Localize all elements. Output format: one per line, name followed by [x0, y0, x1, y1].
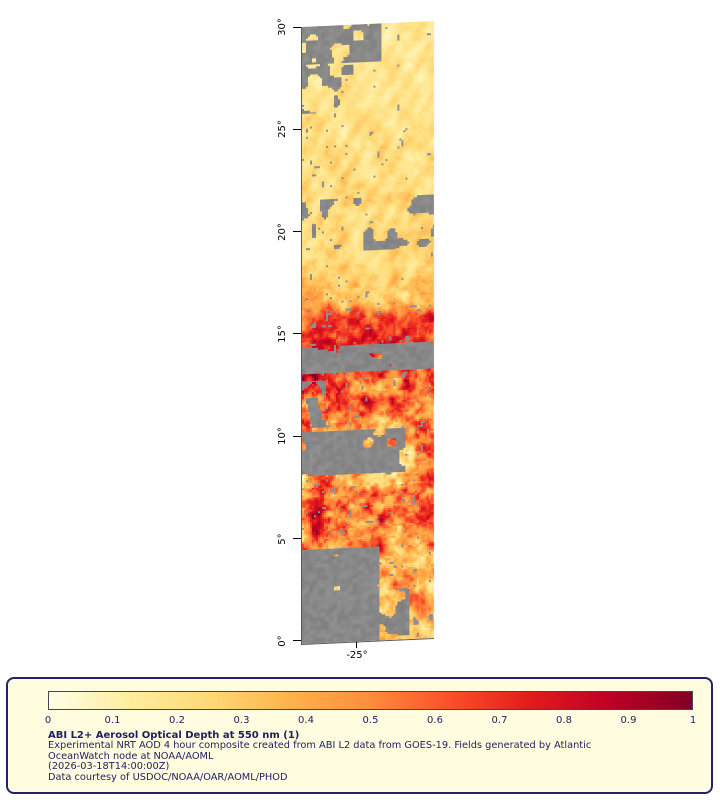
- aod-raster: [302, 20, 434, 644]
- aod-map: [301, 20, 434, 645]
- colorbar-tick-label: 0.7: [491, 715, 508, 726]
- caption-line: OceanWatch node at NOAA/AOML: [48, 750, 214, 762]
- y-tick-mark: [293, 231, 301, 233]
- y-tick-mark: [293, 435, 301, 437]
- y-tick-label: 20°: [276, 222, 288, 241]
- y-tick-mark: [293, 128, 301, 130]
- x-tick-mark: [356, 642, 357, 648]
- caption: ABI L2+ Aerosol Optical Depth at 550 nm …: [48, 730, 591, 783]
- colorbar-tick-label: 0.5: [362, 715, 379, 726]
- colorbar-tick-label: 0.3: [233, 715, 250, 726]
- colorbar-tick-label: 0.2: [169, 715, 185, 726]
- y-tick-label: 30°: [276, 18, 288, 36]
- colorbar-tick-label: 0.4: [298, 715, 314, 726]
- y-tick-label: 5°: [276, 532, 288, 545]
- caption-title: ABI L2+ Aerosol Optical Depth at 550 nm …: [48, 730, 300, 741]
- colorbar-tick-label: 1: [689, 715, 697, 726]
- y-tick-mark: [293, 538, 301, 539]
- caption-line: (2026-03-18T14:00:00Z): [48, 761, 170, 773]
- y-tick-mark: [293, 333, 301, 335]
- colorbar-tick-label: 0.8: [556, 715, 572, 726]
- colorbar-tick-label: 0: [44, 715, 52, 726]
- y-tick-label: 0°: [276, 635, 288, 647]
- y-tick-mark: [293, 640, 301, 642]
- colorbar: [48, 691, 693, 710]
- x-tick-label: -25°: [346, 650, 368, 661]
- y-tick-label: 15°: [276, 325, 288, 343]
- colorbar-tick-label: 0.1: [104, 715, 121, 726]
- colorbar-tick-label: 0.9: [620, 715, 637, 726]
- legend-panel: 0 0.1 0.2 0.3 0.4 0.5 0.6 0.7 0.8 0.9 1 ABI L2+ Ae…: [6, 677, 713, 794]
- y-tick-mark: [293, 26, 301, 28]
- y-tick-label: 25°: [276, 120, 288, 139]
- caption-line: Experimental NRT AOD 4 hour composite cr…: [48, 740, 592, 751]
- colorbar-tick-label: 0.6: [427, 715, 443, 726]
- caption-line: Data courtesy of USDOC/NOAA/OAR/AOML/PHO…: [48, 771, 288, 783]
- y-tick-label: 10°: [276, 427, 288, 446]
